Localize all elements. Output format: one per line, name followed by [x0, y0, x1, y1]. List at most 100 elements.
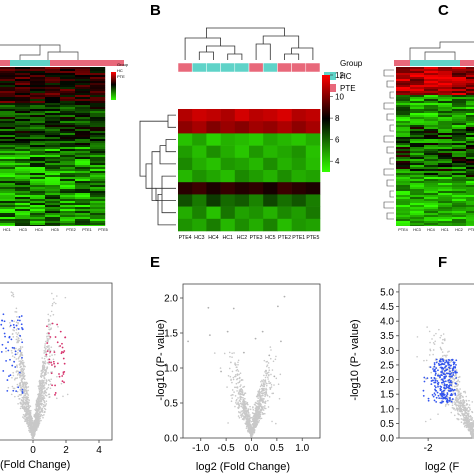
heatmap-b-group-cell	[291, 62, 307, 73]
plot-f-point-bg	[452, 390, 455, 393]
heatmap-b-cell	[305, 218, 321, 232]
plot-f-point-bg	[466, 412, 469, 415]
plot-d-point-bg	[40, 399, 42, 402]
plot-f-point-down	[455, 359, 458, 362]
heatmap-a-cell	[15, 73, 31, 76]
plot-d-point-down	[8, 335, 11, 338]
plot-d-point-bg	[28, 424, 31, 427]
heatmap-a-cell	[45, 169, 61, 172]
heatmap-b-sample-label: PTE2	[278, 235, 291, 241]
dendrogram-branch	[40, 44, 61, 60]
heatmap-a-cell	[30, 221, 46, 224]
heatmap-c-cell	[438, 155, 453, 158]
plot-d-point-bg	[16, 377, 19, 379]
heatmap-b-cell	[249, 218, 264, 232]
heatmap-a-cell	[15, 81, 31, 84]
plot-d-point-up	[61, 380, 64, 383]
plot-f-point-bg	[429, 341, 431, 344]
heatmap-a-cell	[15, 69, 31, 72]
heatmap-c-cell	[396, 171, 411, 174]
plot-d-point-up	[58, 373, 60, 375]
plot-f-ytick-label: 0.0	[380, 434, 394, 445]
heatmap-c-cell	[438, 77, 453, 80]
plot-f-ytick-label: 5.0	[380, 287, 394, 298]
plot-d-point-bg	[38, 403, 40, 406]
plot-e-point-bg	[262, 389, 265, 392]
heatmap-a-cell	[0, 111, 16, 114]
heatmap-b-cell	[263, 194, 278, 207]
plot-d-point-down	[7, 341, 9, 344]
heatmap-c-cell	[410, 131, 425, 134]
heatmap-c-cell	[410, 171, 425, 174]
heatmap-a-cell	[90, 209, 106, 212]
plot-d-point-bg	[54, 302, 57, 305]
plot-f-point-bg	[467, 426, 469, 429]
plot-f-point-down	[444, 397, 447, 400]
plot-d-xtick-label: 4	[96, 445, 102, 456]
plot-f-point-bg	[444, 405, 447, 407]
plot-e-point-bg	[249, 414, 251, 416]
heatmap-c-cell	[452, 165, 467, 168]
plot-f-point-down	[449, 396, 451, 399]
heatmap-a-cell	[60, 95, 76, 98]
heatmap-b-cell	[206, 133, 221, 146]
heatmap-a-cell	[75, 173, 91, 176]
heatmap-c-cell	[452, 167, 467, 170]
heatmap-a-cell	[0, 153, 16, 156]
plot-e-point-bg	[261, 384, 264, 387]
heatmap-c-cell	[396, 81, 411, 84]
plot-f-point-bg	[455, 402, 457, 404]
dendrogram-branch	[151, 151, 160, 201]
heatmap-c-cell	[424, 223, 439, 226]
heatmap-a-cell	[60, 133, 76, 136]
heatmap-a-cell	[0, 91, 16, 94]
plot-d-point-bg	[37, 398, 40, 400]
heatmap-c-cell	[410, 69, 425, 72]
heatmap-a-cell	[60, 165, 76, 168]
heatmap-a-cell	[45, 203, 61, 206]
plot-d-point-bg	[25, 381, 28, 384]
heatmap-a-cell	[0, 203, 16, 206]
plot-e-xlabel: log2 (Fold Change)	[196, 461, 290, 473]
heatmap-c-cell	[424, 149, 439, 152]
heatmap-c-cell	[396, 119, 411, 122]
plot-d-point-bg	[31, 419, 34, 422]
plot-e-point-bg	[265, 372, 267, 375]
heatmap-c-cell	[410, 159, 425, 162]
plot-d-point-bg	[44, 371, 46, 374]
heatmap-b-cell	[263, 133, 278, 146]
plot-f-point-bg	[466, 413, 469, 416]
plot-d-point-bg	[23, 372, 25, 375]
plot-f-point-down	[434, 368, 436, 371]
heatmap-a-cell	[30, 147, 46, 150]
heatmap-a-cell	[45, 219, 61, 222]
plot-d-point-bg	[43, 376, 45, 378]
heatmap-c-cell	[452, 81, 467, 84]
heatmap-a-cell	[45, 67, 61, 70]
plot-f-point-bg	[457, 408, 460, 410]
plot-d-point-bg	[21, 372, 24, 374]
heatmap-a-cell	[15, 151, 31, 154]
heatmap-b-cell	[220, 109, 236, 122]
plot-d-point-bg	[43, 374, 46, 376]
plot-f-point-bg	[454, 385, 457, 388]
heatmap-c-cell	[466, 191, 474, 194]
heatmap-b-cell	[249, 194, 264, 207]
heatmap-a-cell	[75, 153, 91, 156]
heatmap-a-cell	[0, 99, 16, 102]
dendrogram-branch	[262, 35, 300, 48]
heatmap-b-group-cell	[248, 62, 264, 73]
plot-d-point-down	[11, 364, 14, 367]
heatmap-c-cell	[396, 145, 411, 148]
plot-e-point-bg	[260, 397, 263, 399]
plot-f-point-bg	[430, 371, 432, 374]
plot-e-point-bg	[237, 381, 239, 384]
plot-d-point-bg	[15, 371, 18, 373]
heatmap-c-cell	[424, 151, 439, 154]
heatmap-a-cell	[90, 95, 106, 98]
plot-d-point-bg	[34, 416, 37, 418]
plot-f-point-down	[438, 363, 441, 366]
plot-e-point-bg	[265, 371, 267, 373]
heatmap-a-cell	[0, 71, 16, 74]
heatmap-a-cell	[75, 185, 91, 188]
